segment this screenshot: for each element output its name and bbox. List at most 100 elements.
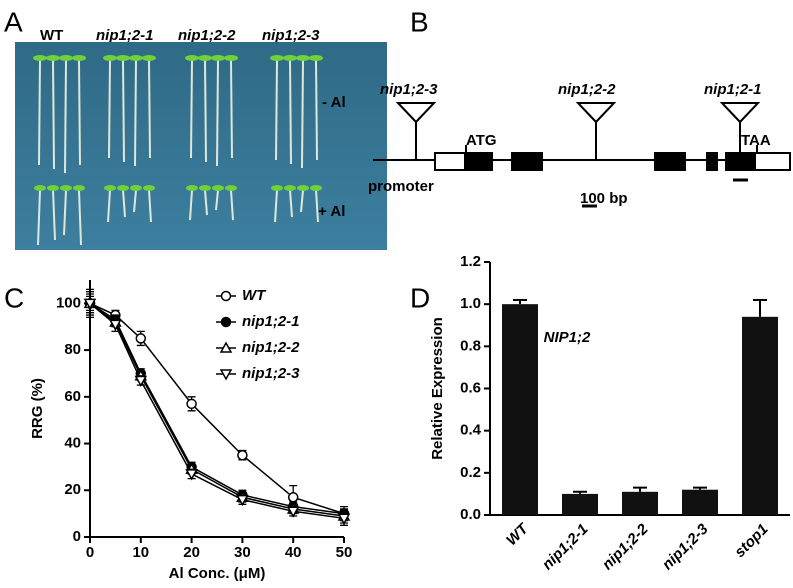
bar: [742, 316, 778, 515]
y-tick-label: 80: [64, 341, 81, 358]
panel-letter: B: [410, 6, 429, 37]
y-tick-label: 0.4: [460, 422, 482, 439]
seedling-stem: [122, 189, 126, 218]
seedling-stem: [204, 59, 207, 163]
seedling-leaf: [310, 185, 322, 191]
legend-label: nip1;2-1: [242, 313, 300, 330]
seedling-leaf: [47, 185, 59, 191]
seedling-leaf: [297, 185, 309, 191]
seedling-leaf: [60, 185, 72, 191]
seedling-stem: [301, 59, 304, 169]
column-label: nip1;2-3: [262, 27, 320, 44]
bar: [562, 493, 598, 515]
seedling-stem: [122, 59, 125, 163]
column-label: nip1;2-2: [178, 27, 236, 44]
marker: [83, 298, 97, 310]
row-label: - Al: [322, 94, 346, 111]
error-bar: [753, 298, 767, 317]
y-tick-label: 0.6: [460, 379, 481, 396]
seedling-leaf: [185, 55, 199, 61]
scale-label: 100 bp: [580, 190, 628, 207]
marker: [220, 290, 232, 302]
seedlings: [33, 55, 323, 246]
series-line: [89, 302, 345, 520]
seedling-leaf: [34, 185, 46, 191]
legend-label: nip1;2-3: [242, 365, 300, 382]
seedling-leaf: [103, 55, 117, 61]
seedling-leaf: [33, 55, 47, 61]
marker: [219, 341, 233, 353]
seedling-leaf: [198, 55, 212, 61]
panel-letter: A: [4, 6, 23, 37]
seedling-leaf: [199, 185, 211, 191]
seedling-stem: [204, 189, 208, 216]
y-tick-label: 1.0: [460, 295, 481, 312]
seedling-stem: [108, 59, 111, 159]
seedling-leaf: [296, 55, 310, 61]
seedling-stem: [230, 189, 234, 221]
x-tick-label: 40: [285, 544, 302, 561]
start-codon: ATG: [466, 132, 497, 149]
seedling-stem: [78, 59, 81, 166]
marker: [109, 319, 122, 331]
y-tick-label: 0.8: [460, 337, 481, 354]
seedling-leaf: [143, 185, 155, 191]
seedling-stem: [38, 59, 41, 166]
x-axis-label: Al Conc. (μM): [169, 565, 266, 582]
seedling-stem: [63, 189, 67, 236]
x-tick-label: 30: [234, 544, 251, 561]
y-tick-label: 1.2: [460, 253, 481, 270]
photo: [15, 42, 387, 250]
seedling-leaf: [142, 55, 156, 61]
column-label: WT: [40, 27, 63, 44]
panel-letter: D: [410, 282, 430, 313]
x-tick-label: nip1;2-2: [599, 520, 652, 573]
y-tick-label: 40: [64, 435, 81, 452]
bar: [622, 491, 658, 515]
stop-codon: TAA: [741, 132, 771, 149]
x-tick-label: 0: [86, 544, 94, 561]
seedling-stem: [190, 59, 193, 159]
seedling-stem: [64, 59, 67, 174]
seedling-stem: [52, 189, 56, 241]
y-tick-label: 0: [73, 528, 81, 545]
seedling-leaf: [59, 55, 73, 61]
panel-letter: C: [4, 282, 24, 313]
seedling-stem: [134, 59, 137, 167]
x-tick-label: stop1: [731, 521, 771, 561]
gene-model: [373, 102, 791, 208]
seedling-stem: [148, 189, 152, 223]
seedling-leaf: [117, 185, 129, 191]
seedling-leaf: [104, 185, 116, 191]
x-tick-label: nip1;2-1: [539, 521, 592, 574]
seedling-leaf: [212, 185, 224, 191]
marker: [186, 398, 197, 410]
seedling-leaf: [116, 55, 130, 61]
seedling-stem: [289, 189, 293, 218]
promoter-label: promoter: [368, 178, 434, 195]
seedling-leaf: [130, 185, 142, 191]
seedling-stem: [78, 189, 82, 246]
seedling-stem: [289, 59, 292, 165]
error-bar: [693, 486, 707, 490]
seedling-leaf: [73, 185, 85, 191]
marker: [219, 369, 233, 381]
series-line: [89, 302, 345, 515]
x-tick-label: 10: [132, 544, 149, 561]
x-tick-label: WT: [503, 519, 533, 549]
seedling-leaf: [211, 55, 225, 61]
column-label: nip1;2-1: [96, 27, 154, 44]
seedling-stem: [107, 189, 111, 223]
annotation: NIP1;2: [544, 329, 591, 346]
marker: [287, 492, 299, 503]
seedling-leaf: [225, 185, 237, 191]
y-tick-label: 60: [64, 388, 81, 405]
y-tick-label: 20: [64, 481, 81, 498]
legend-label: nip1;2-2: [242, 339, 300, 356]
error-bar: [513, 298, 527, 305]
seedling-stem: [274, 189, 278, 223]
marker: [337, 513, 351, 525]
series-line: [89, 302, 345, 515]
bar: [502, 304, 538, 515]
